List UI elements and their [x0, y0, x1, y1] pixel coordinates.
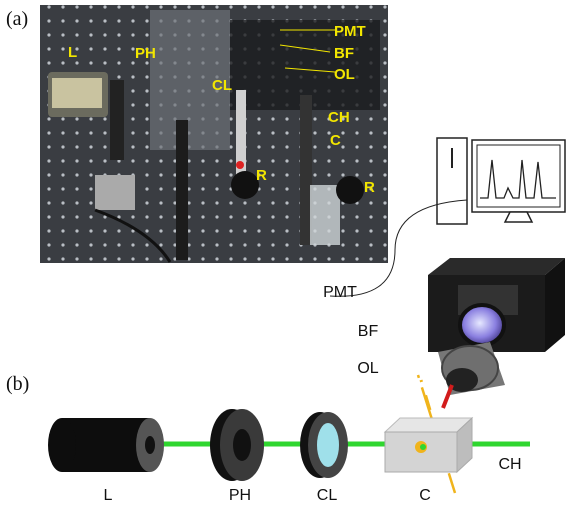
laser: [48, 418, 164, 472]
bottom-label: CL: [317, 487, 338, 504]
side-label: PMT: [323, 284, 357, 301]
panel-tag: (a): [6, 8, 28, 30]
bottom-label: PH: [229, 487, 251, 504]
photo-label: L: [68, 44, 77, 61]
figure: (a) L PH CL PMT BF OL CH C R R: [0, 0, 570, 507]
pinhole: [210, 409, 264, 481]
chamber: [385, 418, 472, 472]
side-label: OL: [357, 360, 378, 377]
bottom-label: CH: [498, 456, 521, 473]
photo-label: OL: [334, 66, 355, 83]
pmt-box: [428, 258, 565, 408]
panel-tag: (b): [6, 373, 29, 395]
photo-label: PMT: [334, 23, 366, 40]
bottom-label: C: [419, 487, 431, 504]
photo-label: PH: [135, 45, 156, 62]
cylindrical-lens: [300, 412, 348, 478]
photo-label: C: [330, 132, 341, 149]
photo-label: R: [256, 167, 267, 184]
photo-label: R: [364, 179, 375, 196]
photo-label: BF: [334, 45, 354, 62]
photo-label: CH: [328, 109, 350, 126]
photo-label: CL: [212, 77, 232, 94]
bottom-label: L: [104, 487, 113, 504]
side-label: BF: [358, 323, 379, 340]
